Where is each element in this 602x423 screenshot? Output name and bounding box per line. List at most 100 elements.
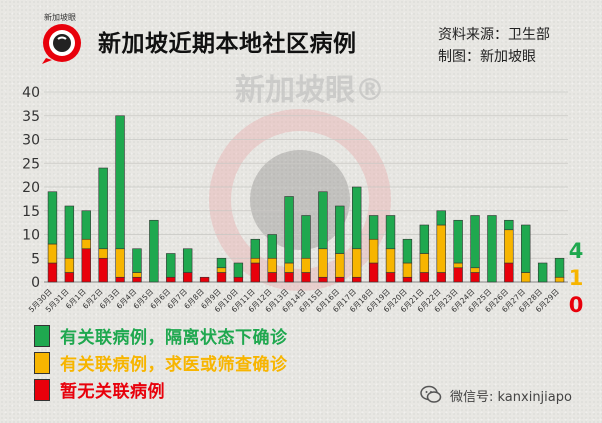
y-tick-label: 35 (22, 109, 40, 125)
credit-line: 制图：新加坡眼 (438, 49, 536, 65)
bar-segment (504, 229, 514, 264)
legend-swatch-green (34, 324, 50, 347)
bar-segment (166, 276, 176, 283)
bar-segment (301, 215, 311, 259)
source-info: 资料来源：卫生部 制图：新加坡眼 (438, 24, 550, 68)
bar-segment (453, 219, 463, 264)
bar-segment (318, 191, 328, 250)
bar-segment (301, 272, 311, 283)
y-tick-label: 25 (22, 156, 40, 172)
source-line: 资料来源：卫生部 (438, 27, 550, 43)
bar-segment (335, 276, 345, 283)
bar-segment (284, 262, 294, 273)
bar-segment (402, 238, 413, 264)
bar-segment (419, 253, 430, 273)
bar-segment (335, 205, 345, 254)
watermark-text: 新加坡眼® (235, 73, 385, 108)
bar-segment (182, 272, 193, 283)
y-tick-label: 0 (31, 275, 40, 291)
legend-swatch-red (34, 378, 50, 401)
logo-icon (42, 24, 81, 64)
watermark-ring (209, 109, 391, 291)
bar-segment (267, 257, 277, 273)
legend-label-green: 有关联病例，隔离状态下确诊 (60, 328, 288, 348)
latest-day-counts: 4 1 0 (563, 238, 589, 319)
bar-segment (81, 210, 91, 240)
bar-segment (521, 272, 531, 283)
bar-segment (81, 238, 91, 250)
bar-segment (233, 262, 244, 278)
bar-segment (470, 272, 480, 283)
bar-segment (182, 248, 193, 273)
bar-segment (149, 219, 159, 283)
bar-segment (385, 248, 396, 273)
bar-segment (115, 276, 125, 283)
bar-segment (504, 262, 514, 283)
bar-segment (504, 219, 514, 231)
bar-segment (250, 257, 260, 264)
bar-segment (132, 248, 142, 273)
bar-segment (64, 257, 75, 273)
bar-segment (250, 262, 260, 283)
latest-count-green: 4 (568, 239, 584, 263)
bar-segment (284, 196, 294, 264)
bar-segment (64, 272, 75, 283)
legend-label-red: 暂无关联病例 (60, 382, 165, 402)
latest-count-red: 0 (568, 293, 584, 317)
wechat-icon (420, 385, 442, 403)
bar-segment (284, 272, 294, 283)
latest-count-yellow: 1 (568, 266, 584, 290)
legend-item-red: 暂无关联病例 (34, 376, 288, 403)
bar-segment (368, 262, 379, 283)
bar-segment (47, 191, 58, 245)
bar-segment (470, 215, 480, 269)
bar-segment (98, 167, 108, 250)
bar-segment (368, 215, 379, 240)
bar-segment (81, 248, 91, 283)
bar-segment (216, 257, 227, 269)
legend-item-green: 有关联病例，隔离状态下确诊 (34, 322, 288, 349)
bar-segment (267, 272, 277, 283)
bar-segment (267, 234, 277, 259)
bar-segment (216, 272, 227, 283)
bar-segment (115, 248, 125, 278)
bar-segment (436, 210, 446, 226)
y-tick-label: 20 (22, 180, 40, 196)
bar-segment (98, 257, 108, 283)
bar-segment (554, 257, 565, 278)
bar-segment (352, 248, 362, 278)
bar-segment (216, 267, 227, 273)
bar-segment (487, 215, 497, 283)
chart-title: 新加坡近期本地社区病例 (98, 31, 357, 57)
bar-segment (453, 262, 463, 269)
bar-segment (436, 224, 446, 273)
bar-segment (521, 224, 531, 273)
y-tick-label: 40 (22, 85, 40, 101)
bar-segment (318, 276, 328, 283)
wechat-id: 微信号: kanxinjiapo (450, 389, 572, 405)
legend-swatch-yellow (34, 351, 50, 374)
bar-segment (402, 262, 413, 278)
bar-segment (368, 238, 379, 264)
bar-segment (537, 262, 548, 283)
bar-segment (166, 253, 176, 278)
bar-segment (47, 262, 58, 283)
bar-segment (419, 224, 430, 254)
bar-segment (132, 276, 142, 283)
bar-segment (98, 248, 108, 259)
bar-segment (385, 215, 396, 250)
bar-segment (470, 267, 480, 273)
bar-segment (250, 238, 260, 259)
bar-segment (318, 248, 328, 278)
y-tick-label: 5 (31, 251, 40, 267)
bar-segment (352, 276, 362, 283)
legend-item-yellow: 有关联病例，求医或筛查确诊 (34, 349, 288, 376)
bar-segment (402, 276, 413, 283)
bar-segment (335, 253, 345, 278)
legend: 有关联病例，隔离状态下确诊 有关联病例，求医或筛查确诊 暂无关联病例 (34, 322, 288, 403)
legend-label-yellow: 有关联病例，求医或筛查确诊 (60, 355, 288, 375)
bar-segment (301, 257, 311, 273)
watermark-center (250, 150, 350, 250)
y-tick-label: 10 (22, 228, 40, 244)
